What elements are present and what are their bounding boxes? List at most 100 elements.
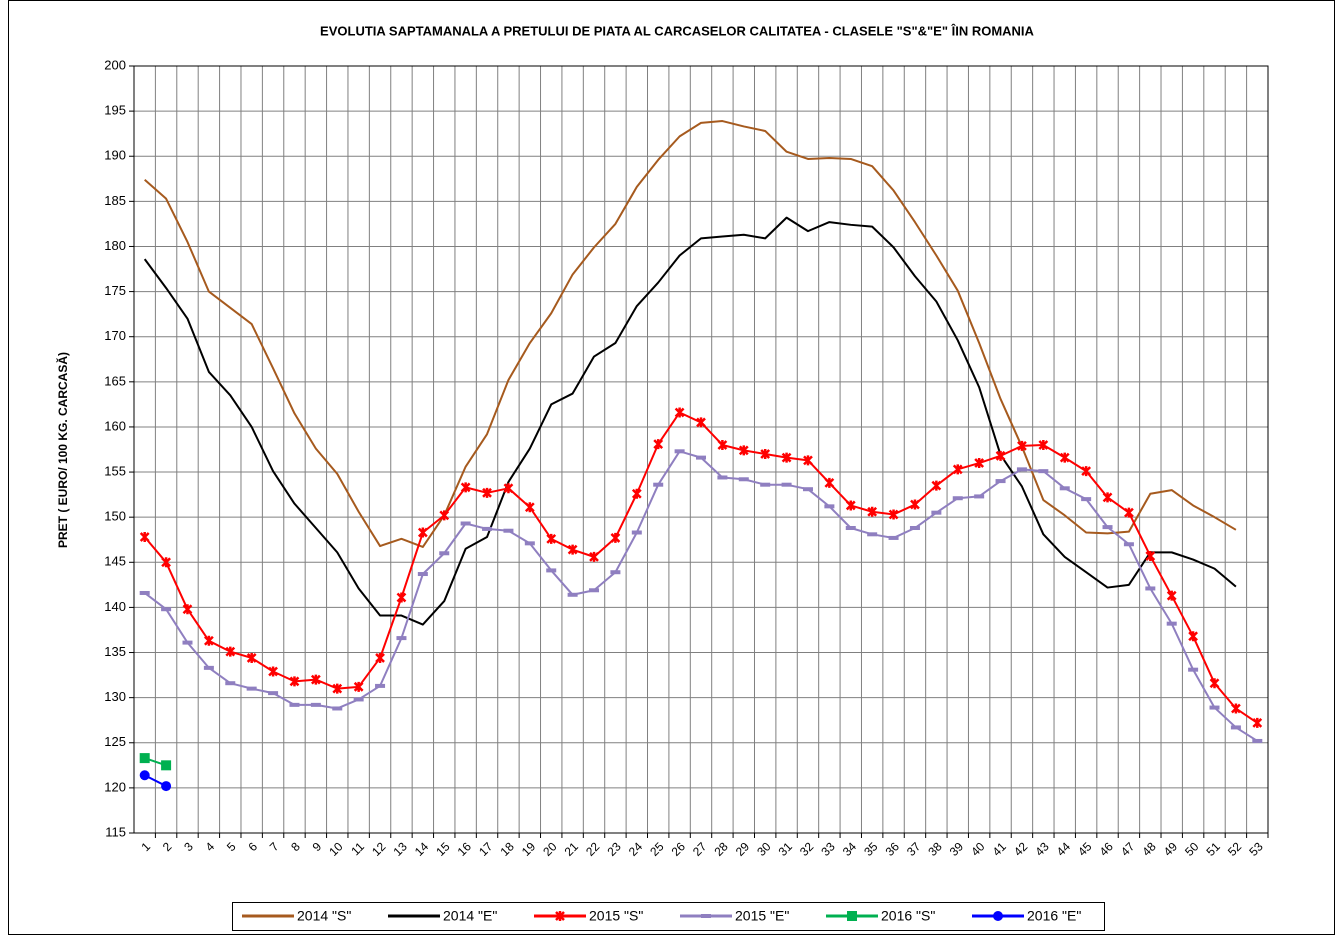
marker xyxy=(1230,725,1241,730)
plot-area xyxy=(134,66,1268,833)
y-tick-label: 190 xyxy=(104,148,126,163)
y-tick-label: 155 xyxy=(104,463,126,478)
y-tick-label: 120 xyxy=(104,779,126,794)
marker xyxy=(289,702,300,707)
marker xyxy=(396,592,407,603)
legend-label: 2015 "S" xyxy=(589,908,643,924)
y-axis-label: PRET ( EURO/ 100 KG. CARCASĂ) xyxy=(55,352,70,548)
marker xyxy=(375,652,385,663)
y-tick-label: 135 xyxy=(104,644,126,659)
marker xyxy=(931,510,942,515)
marker xyxy=(653,439,664,450)
marker xyxy=(696,455,706,460)
marker xyxy=(1017,440,1027,451)
marker xyxy=(482,487,492,498)
marker xyxy=(503,483,514,494)
y-tick-label: 200 xyxy=(104,57,126,72)
marker xyxy=(824,504,835,509)
legend-label: 2016 "E" xyxy=(1027,908,1081,924)
marker xyxy=(246,686,257,691)
marker xyxy=(439,510,450,521)
marker xyxy=(674,449,685,454)
y-tick-label: 175 xyxy=(104,283,126,298)
marker xyxy=(974,494,985,499)
marker xyxy=(161,607,172,612)
marker xyxy=(760,449,771,460)
marker xyxy=(1059,452,1070,463)
marker xyxy=(781,452,792,463)
y-tick-label: 130 xyxy=(104,689,126,704)
marker xyxy=(1038,439,1049,450)
marker xyxy=(1231,703,1241,714)
legend-label: 2015 "E" xyxy=(735,908,789,924)
marker xyxy=(268,691,279,696)
marker xyxy=(353,681,364,692)
marker xyxy=(161,557,171,568)
marker xyxy=(674,407,685,418)
marker xyxy=(1038,469,1049,474)
marker xyxy=(139,753,150,764)
marker xyxy=(952,496,963,501)
marker xyxy=(824,477,835,488)
marker xyxy=(1166,590,1177,601)
marker xyxy=(460,482,471,493)
marker xyxy=(182,640,193,645)
marker xyxy=(696,417,706,428)
marker xyxy=(567,592,578,597)
marker xyxy=(610,532,621,543)
marker xyxy=(1209,678,1220,689)
marker xyxy=(1188,667,1199,672)
marker xyxy=(503,528,514,533)
marker xyxy=(332,683,343,694)
marker xyxy=(417,572,428,577)
marker xyxy=(738,477,749,482)
marker xyxy=(717,439,728,450)
marker xyxy=(760,482,771,487)
marker xyxy=(610,570,621,575)
marker xyxy=(1016,467,1027,472)
y-tick-label: 170 xyxy=(104,328,126,343)
marker xyxy=(1123,542,1134,547)
marker xyxy=(375,683,386,688)
marker xyxy=(867,532,878,537)
marker xyxy=(952,464,963,475)
marker xyxy=(482,526,493,531)
marker xyxy=(717,475,728,480)
legend-label: 2014 "S" xyxy=(297,908,351,924)
marker xyxy=(139,532,150,543)
marker xyxy=(182,604,193,615)
marker xyxy=(1145,586,1156,591)
marker xyxy=(246,652,257,663)
chart-title: EVOLUTIA SAPTAMANALA A PRETULUI DE PIATA… xyxy=(320,23,1034,38)
marker xyxy=(332,706,343,711)
marker xyxy=(225,646,236,657)
y-tick-label: 180 xyxy=(104,238,126,253)
marker xyxy=(847,911,857,921)
marker xyxy=(974,458,985,469)
marker xyxy=(289,676,300,687)
marker xyxy=(1081,497,1092,502)
marker xyxy=(567,544,578,555)
legend-label: 2014 "E" xyxy=(443,908,497,924)
y-tick-label: 160 xyxy=(104,418,126,433)
marker xyxy=(909,526,920,531)
marker xyxy=(1252,738,1263,743)
series-line xyxy=(144,120,1237,548)
marker xyxy=(701,914,711,918)
marker xyxy=(845,500,856,511)
marker xyxy=(1145,550,1156,561)
marker xyxy=(1102,525,1113,530)
y-tick-label: 145 xyxy=(104,554,126,569)
marker xyxy=(589,551,599,562)
marker xyxy=(631,530,642,535)
marker xyxy=(781,482,792,487)
marker xyxy=(139,590,150,595)
series-line xyxy=(143,216,1237,626)
marker xyxy=(995,479,1006,484)
marker xyxy=(139,770,150,781)
marker xyxy=(555,911,565,921)
marker xyxy=(1102,492,1113,503)
marker xyxy=(524,502,535,513)
marker xyxy=(1124,507,1134,518)
